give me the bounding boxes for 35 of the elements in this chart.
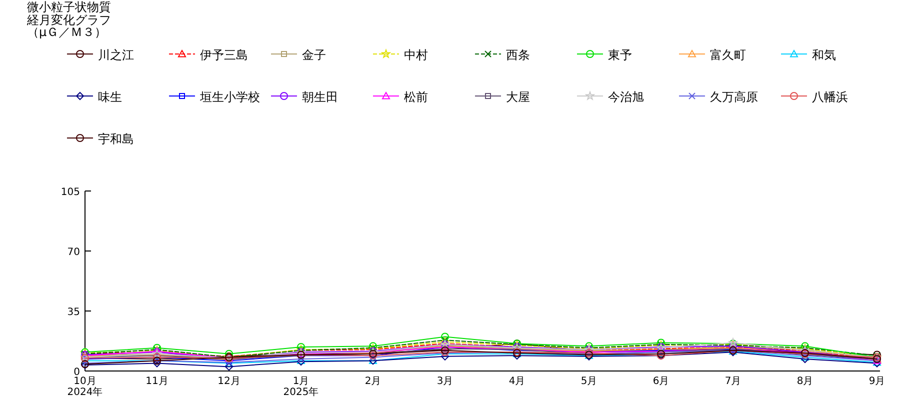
x-tick-label: 4月 [508, 376, 526, 387]
y-tick-label: 0 [74, 367, 80, 378]
x-tick-label: 10月 2024年 [67, 376, 103, 398]
legend-label: 味生 [98, 90, 122, 104]
legend-label: 垣生小学校 [199, 90, 260, 104]
legend-label: 東予 [608, 48, 632, 62]
x-tick-label: 5月 [580, 376, 598, 387]
y-tick-label: 35 [67, 307, 80, 318]
legend-label: 八幡浜 [812, 90, 848, 104]
legend-label: 川之江 [98, 48, 134, 62]
x-tick-label: 7月 [724, 376, 742, 387]
legend-label: 富久町 [710, 48, 746, 62]
x-tick-label: 9月 [868, 376, 886, 387]
legend-label: 金子 [302, 48, 326, 62]
legend-label: 伊予三島 [200, 48, 248, 62]
legend-label: 大屋 [506, 90, 530, 104]
legend-label: 西条 [506, 48, 530, 62]
legend-label: 久万高原 [710, 90, 758, 104]
x-tick-label: 11月 [146, 376, 168, 387]
legend-label: 今治旭 [608, 90, 644, 104]
x-tick-label: 8月 [796, 376, 814, 387]
x-tick-label: 6月 [652, 376, 670, 387]
title: 微小粒子状物質経月変化グラフ [27, 1, 112, 26]
legend-label: 中村 [404, 48, 428, 62]
legend-label: 朝生田 [302, 90, 338, 104]
y-tick-label: 105 [60, 187, 80, 198]
legend-label: 松前 [404, 90, 428, 104]
x-tick-label: 3月 [436, 376, 454, 387]
x-tick-label: 1月 2025年 [283, 376, 319, 398]
x-tick-label: 12月 [218, 376, 240, 387]
y-tick-label: 70 [67, 247, 80, 258]
annotation: （μＧ／Ｍ３） [27, 26, 107, 38]
legend-label: 宇和島 [98, 132, 134, 146]
legend-label: 和気 [812, 48, 836, 62]
x-tick-label: 2月 [364, 376, 382, 387]
